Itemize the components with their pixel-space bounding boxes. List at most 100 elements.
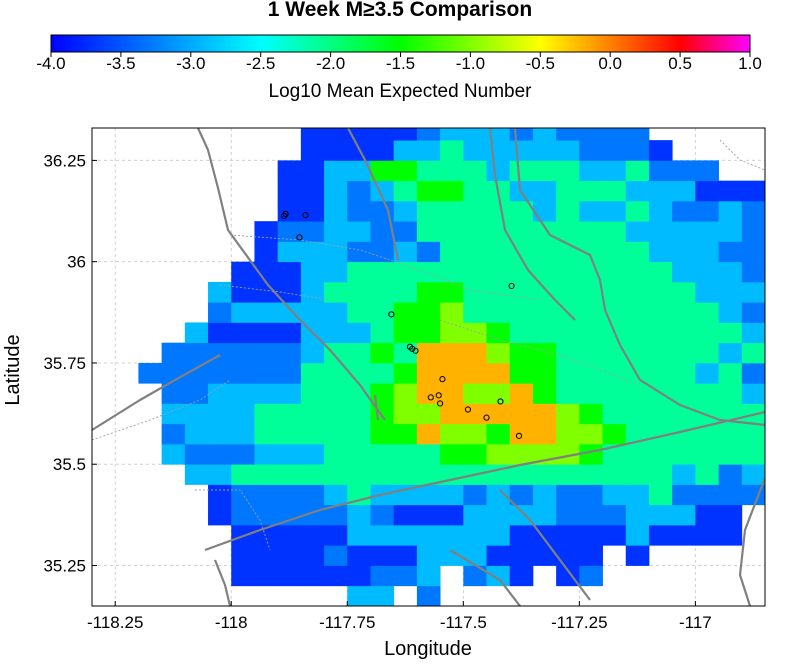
- heatmap-cell: [324, 302, 348, 323]
- heatmap-cell: [324, 261, 348, 283]
- x-tick-label: -117.25: [551, 613, 607, 632]
- heatmap-cell: [208, 423, 232, 445]
- earthquake-marker: [515, 432, 523, 439]
- heatmap-cell: [347, 545, 371, 566]
- plot-frame: [91, 127, 766, 607]
- heatmap-cell: [231, 403, 255, 425]
- x-axis-ticks: -118.25 -118 -117.75 -117.5 -117.25 -117: [87, 601, 712, 632]
- heatmap-cell: [718, 423, 743, 445]
- heatmap-cell: [440, 464, 464, 485]
- earthquake-marker: [439, 376, 446, 383]
- heatmap-cell: [765, 383, 789, 404]
- heatmap-cell: [300, 383, 325, 404]
- heatmap-cell: [509, 484, 534, 506]
- heatmap-cell: [463, 180, 487, 202]
- heatmap-cell: [324, 281, 348, 303]
- heatmap-cell: [254, 545, 279, 566]
- heatmap-cell: [440, 281, 464, 303]
- heatmap-cell: [463, 423, 487, 445]
- heatmap-cell: [324, 524, 348, 546]
- colorbar: [50, 34, 751, 53]
- heatmap-cell: [277, 241, 302, 263]
- heatmap-cell: [625, 383, 650, 404]
- heatmap-cell: [556, 100, 580, 121]
- heatmap-cell: [579, 79, 603, 100]
- heatmap-cell: [718, 342, 743, 364]
- heatmap-cell: [347, 281, 371, 303]
- heatmap-cell: [648, 200, 673, 222]
- heatmap-cell: [602, 524, 627, 546]
- heatmap-cell: [440, 140, 464, 161]
- heatmap-cell: [370, 585, 395, 606]
- heatmap-cell: [509, 302, 534, 323]
- heatmap-cell: [416, 565, 441, 587]
- heatmap-cell: [347, 464, 371, 485]
- heatmap-cell: [370, 241, 395, 263]
- heatmap-cell: [486, 383, 511, 404]
- heatmap-cell: [509, 322, 534, 344]
- heatmap-cell: [718, 464, 743, 485]
- heatmap-cell: [416, 524, 441, 546]
- earthquake-markers: [281, 210, 523, 439]
- heatmap-cell: [648, 464, 673, 485]
- heatmap-cell: [370, 383, 395, 404]
- heatmap-cell: [602, 423, 627, 445]
- heatmap-cell: [695, 403, 719, 425]
- heatmap-cell: [579, 362, 603, 384]
- heatmap-cell: [254, 464, 279, 485]
- heatmap-cell: [440, 221, 464, 242]
- heatmap-cell: [393, 545, 418, 566]
- heatmap-cell: [672, 241, 696, 263]
- heatmap-cell: [602, 241, 627, 263]
- heatmap-cell: [695, 362, 719, 384]
- earthquake-marker: [302, 211, 309, 219]
- heatmap-cell: [347, 200, 371, 222]
- heatmap-cell: [347, 484, 371, 506]
- heatmap-cell: [602, 200, 627, 222]
- heatmap-cell: [324, 383, 348, 404]
- heatmap-cell: [324, 403, 348, 425]
- heatmap-cell: [324, 504, 348, 526]
- heatmap-cell: [277, 362, 302, 384]
- heatmap-cell: [440, 160, 464, 182]
- heatmap-cell: [231, 484, 255, 506]
- x-tick-label: -117.5: [440, 613, 487, 632]
- heatmap-cell: [393, 383, 418, 404]
- heatmap-cell: [741, 464, 765, 485]
- heatmap-cell: [231, 565, 255, 587]
- heatmap-cell: [231, 261, 255, 283]
- heatmap-cell: [695, 443, 719, 465]
- heatmap-cell: [208, 504, 232, 526]
- heatmap-cell: [324, 565, 348, 587]
- heatmap-cell: [625, 302, 650, 323]
- heatmap-cell: [463, 524, 487, 546]
- heatmap-cell: [416, 545, 441, 566]
- heatmap-cell: [648, 221, 673, 242]
- heatmap-cell: [300, 302, 325, 323]
- heatmap-cell: [509, 383, 534, 404]
- heatmap-cell: [324, 443, 348, 465]
- heatmap-cell: [440, 180, 464, 202]
- heatmap-cell: [324, 545, 348, 566]
- heatmap-cell: [463, 362, 487, 384]
- heatmap-cell: [509, 160, 534, 182]
- heatmap-cell: [556, 261, 580, 283]
- heatmap-cell: [556, 464, 580, 485]
- heatmap-cell: [532, 140, 557, 161]
- heatmap-cell: [718, 322, 743, 344]
- heatmap-cell: [440, 443, 464, 465]
- heatmap-cell: [277, 524, 302, 546]
- heatmap-cell: [695, 200, 719, 222]
- heatmap-cell: [625, 464, 650, 485]
- heatmap-cell: [486, 302, 511, 323]
- heatmap-cell: [370, 362, 395, 384]
- heatmap-cell: [393, 221, 418, 242]
- heatmap-cell: [300, 443, 325, 465]
- x-tick-label: -118: [215, 613, 248, 632]
- heatmap-cell: [509, 128, 534, 141]
- heatmap-cell: [579, 545, 603, 566]
- heatmap-cell: [625, 140, 650, 161]
- heatmap-cell: [602, 281, 627, 303]
- heatmap-cell: [370, 160, 395, 182]
- heatmap-cell: [300, 281, 325, 303]
